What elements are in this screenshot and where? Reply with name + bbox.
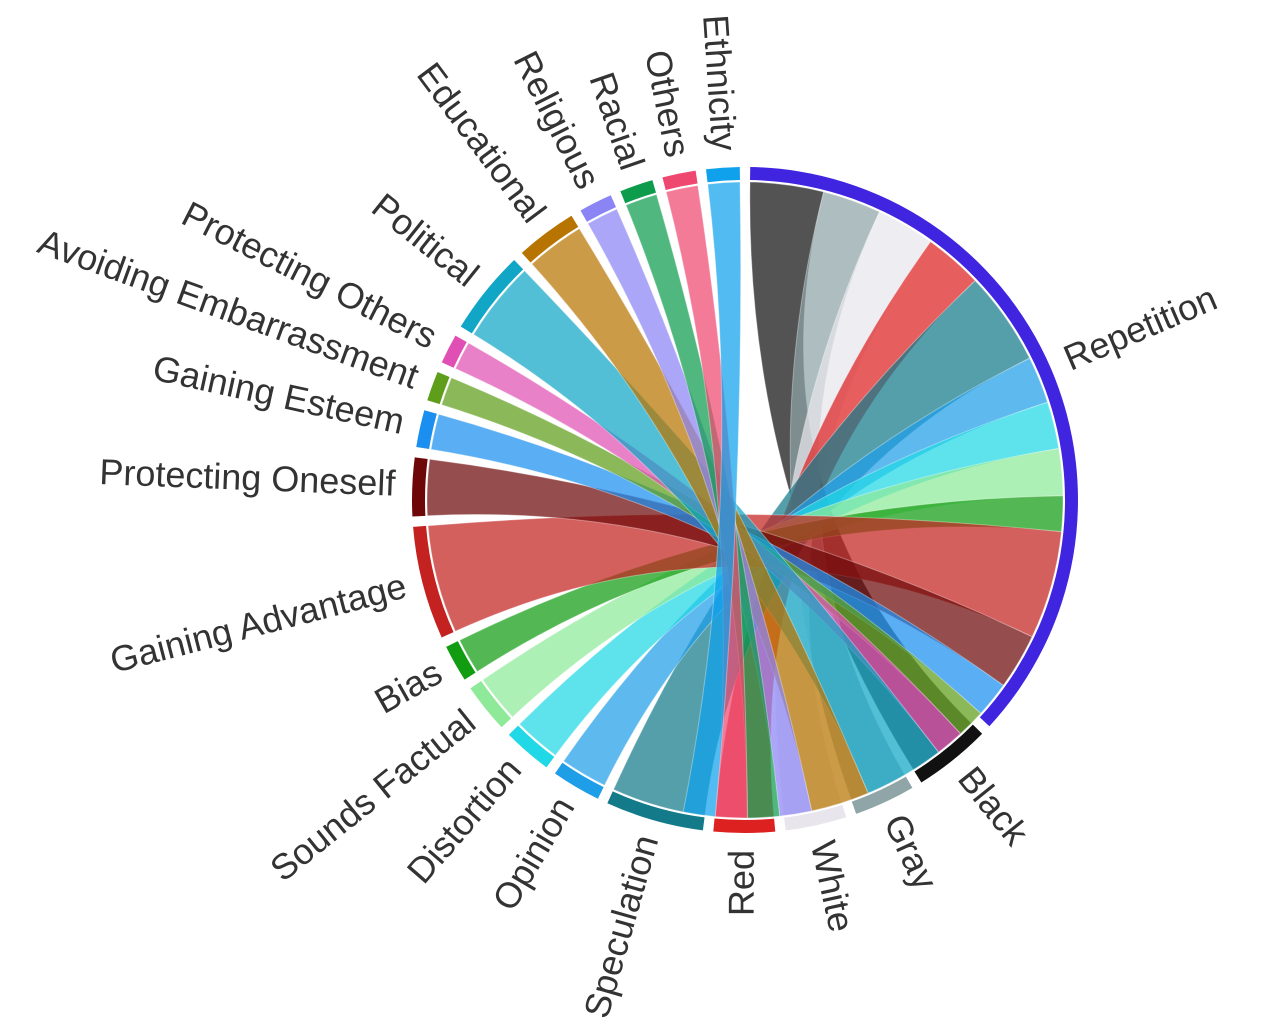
arc-gray (851, 776, 913, 814)
label-black: Black (950, 758, 1038, 853)
label-political: Political (364, 185, 486, 295)
arc-sounds-factual (470, 681, 512, 728)
label-white: White (803, 837, 863, 936)
arc-gaining-advantage (413, 525, 454, 638)
arc-avoiding-embarrassment (427, 371, 450, 405)
ribbon-repetition-ethnicity (682, 181, 742, 818)
label-speculation: Speculation (576, 830, 667, 1022)
arc-educational (521, 215, 579, 263)
label-repetition: Repetition (1058, 277, 1223, 378)
arc-racial (620, 180, 656, 204)
label-red: Red (721, 850, 762, 916)
arc-white (784, 804, 847, 831)
arc-religious (580, 195, 616, 222)
arc-black (914, 724, 983, 783)
arc-speculation (607, 791, 705, 831)
label-gaining-advantage: Gaining Advantage (106, 565, 411, 681)
label-ethnicity: Ethnicity (695, 13, 745, 151)
arc-ethnicity (705, 167, 740, 183)
arc-red (713, 818, 776, 833)
label-protecting-oneself: Protecting Oneself (99, 451, 398, 504)
chord-ribbons (426, 181, 1064, 819)
label-gray: Gray (876, 808, 946, 896)
arc-bias (446, 641, 476, 680)
label-bias: Bias (368, 651, 449, 721)
group-arcs (412, 167, 1079, 833)
arc-political (460, 259, 524, 334)
arc-protecting-oneself (412, 457, 428, 517)
arc-opinion (554, 762, 604, 799)
arc-others (662, 170, 698, 190)
arc-gaining-esteem (416, 410, 437, 450)
arc-distortion (508, 725, 555, 768)
arc-protecting-others (441, 335, 467, 368)
